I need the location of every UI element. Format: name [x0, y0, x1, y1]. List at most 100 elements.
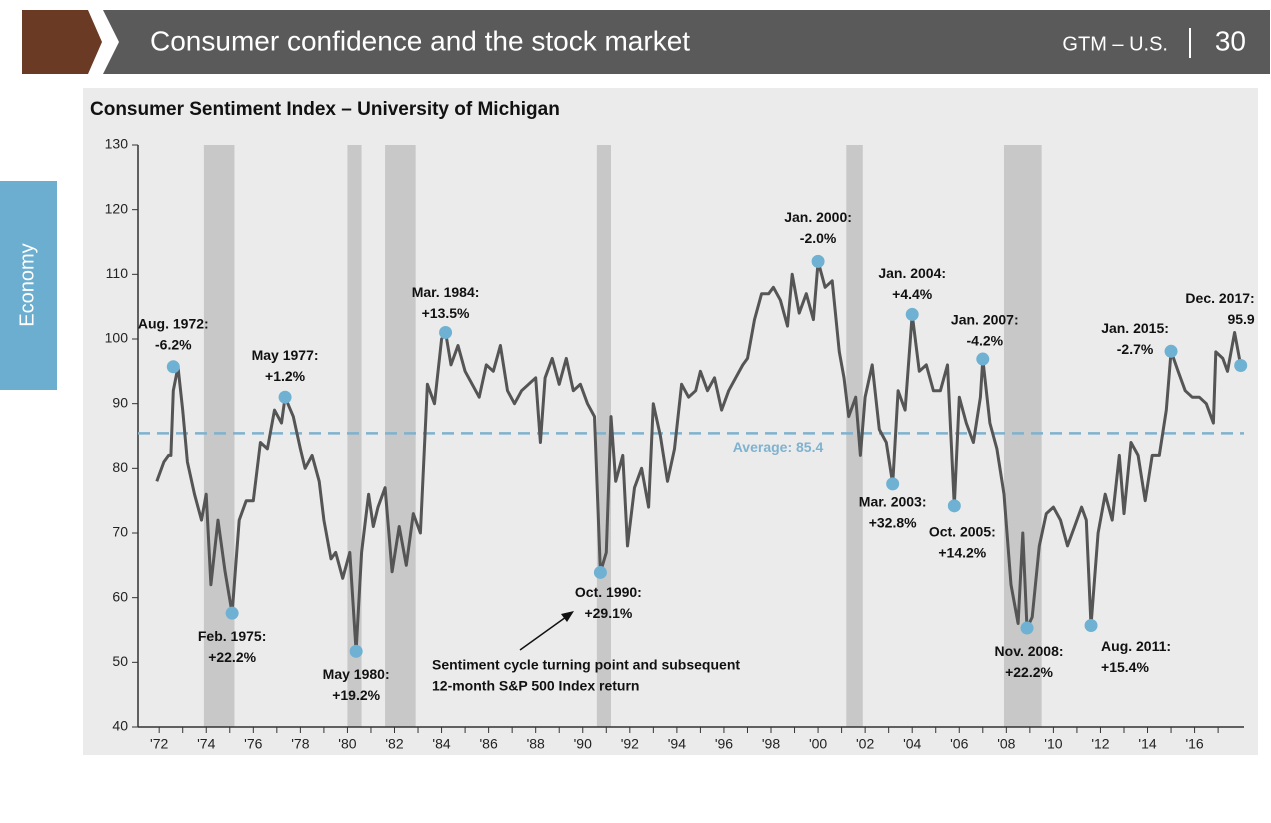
turning-point	[1234, 359, 1248, 373]
x-tick-label: '00	[809, 736, 827, 752]
annotation-label: Aug. 2011:	[1101, 638, 1171, 654]
x-tick-label: '88	[527, 736, 545, 752]
y-tick-label: 80	[112, 459, 128, 475]
annotation-label: Feb. 1975:	[198, 628, 266, 644]
x-tick-label: '98	[762, 736, 780, 752]
annotation-label: +32.8%	[869, 515, 917, 531]
annotation-label: Nov. 2008:	[995, 643, 1064, 659]
note-arrow	[519, 616, 567, 651]
x-tick-label: '96	[715, 736, 733, 752]
chart-title: Consumer Sentiment Index – University of…	[90, 99, 560, 120]
annotation-label: May 1980:	[323, 666, 390, 682]
annotation-label: 95.9	[1227, 311, 1254, 327]
annotation-label: Oct. 2005:	[929, 524, 996, 540]
annotation-label: +13.5%	[422, 305, 470, 321]
x-tick-label: '08	[997, 736, 1015, 752]
x-tick-label: '74	[197, 736, 215, 752]
x-tick-label: '16	[1185, 736, 1203, 752]
y-tick-label: 70	[112, 524, 128, 540]
y-tick-label: 60	[112, 588, 128, 604]
side-tab	[0, 181, 57, 390]
annotation-label: +19.2%	[332, 687, 380, 703]
turning-point	[905, 307, 919, 321]
note-arrowhead	[561, 611, 574, 622]
average-label: Average: 85.4	[733, 439, 824, 455]
turning-point	[886, 477, 900, 491]
y-tick-label: 50	[112, 653, 128, 669]
header-page: 30	[1215, 25, 1246, 56]
turning-point	[811, 254, 825, 268]
x-tick-label: '76	[244, 736, 262, 752]
note-text: 12-month S&P 500 Index return	[432, 678, 639, 694]
recession-band	[596, 145, 611, 727]
x-tick-label: '06	[950, 736, 968, 752]
annotation-label: Oct. 1990:	[575, 584, 642, 600]
recession-band	[203, 145, 235, 727]
annotation-label: Aug. 1972:	[138, 316, 209, 332]
turning-point	[976, 352, 990, 366]
y-tick-label: 40	[112, 718, 128, 734]
annotation-label: Mar. 1984:	[412, 284, 480, 300]
x-tick-label: '90	[574, 736, 592, 752]
x-tick-label: '10	[1044, 736, 1062, 752]
x-tick-label: '04	[903, 736, 921, 752]
recession-band	[385, 145, 416, 727]
annotation-label: +4.4%	[892, 286, 933, 302]
y-tick-label: 110	[106, 265, 129, 281]
turning-point	[1164, 344, 1178, 358]
annotation-label: +22.2%	[1005, 664, 1053, 680]
header-accent	[22, 10, 102, 74]
x-tick-label: '86	[480, 736, 498, 752]
annotation-label: Jan. 2000:	[784, 209, 852, 225]
turning-point	[349, 644, 363, 658]
chart-panel	[83, 88, 1258, 755]
annotation-label: Mar. 2003:	[859, 494, 927, 510]
x-tick-label: '80	[338, 736, 356, 752]
y-tick-label: 100	[105, 330, 129, 346]
x-tick-label: '12	[1091, 736, 1109, 752]
annotation-label: -6.2%	[155, 337, 192, 353]
y-tick-label: 120	[105, 200, 129, 216]
annotation-label: Jan. 2015:	[1101, 320, 1169, 336]
recession-band	[846, 145, 863, 727]
x-tick-label: '84	[432, 736, 450, 752]
x-tick-label: '92	[621, 736, 639, 752]
annotation-label: +29.1%	[584, 605, 632, 621]
turning-point	[1084, 618, 1098, 632]
annotation-label: -4.2%	[967, 333, 1004, 349]
turning-point	[439, 326, 453, 340]
header-title: Consumer confidence and the stock market	[150, 25, 690, 56]
y-tick-label: 130	[105, 136, 129, 152]
turning-point	[1020, 621, 1034, 635]
x-tick-label: '78	[291, 736, 309, 752]
annotation-label: Jan. 2007:	[951, 312, 1019, 328]
x-tick-label: '72	[150, 736, 168, 752]
annotation-label: Dec. 2017:	[1185, 290, 1254, 306]
x-tick-label: '14	[1138, 736, 1156, 752]
header-bar	[103, 10, 1270, 74]
annotation-label: +14.2%	[938, 545, 986, 561]
plot: 40 50 60 70 80 90 100 110 120 130 '72 '74 '76 '78 '80 '…	[105, 136, 1255, 752]
recession-band	[1003, 145, 1042, 727]
annotation-label: +22.2%	[208, 649, 256, 665]
note-text: Sentiment cycle turning point and subseq…	[432, 657, 740, 673]
x-tick-label: '94	[668, 736, 686, 752]
turning-point	[278, 390, 292, 404]
annotation-label: +1.2%	[265, 368, 306, 384]
x-tick-label: '82	[385, 736, 403, 752]
x-tick-label: '02	[856, 736, 874, 752]
annotation-label: May 1977:	[252, 347, 319, 363]
turning-point	[947, 499, 961, 513]
annotation-label: +15.4%	[1101, 659, 1149, 675]
turning-point	[166, 360, 180, 374]
header-section: GTM – U.S.	[1062, 33, 1168, 55]
y-tick-label: 90	[112, 394, 128, 410]
annotation-label: -2.7%	[1117, 341, 1154, 357]
annotation-label: Jan. 2004:	[878, 265, 946, 281]
turning-point	[225, 606, 239, 620]
turning-point	[593, 565, 607, 579]
annotation-label: -2.0%	[800, 230, 837, 246]
side-tab-label: Economy	[16, 243, 38, 326]
